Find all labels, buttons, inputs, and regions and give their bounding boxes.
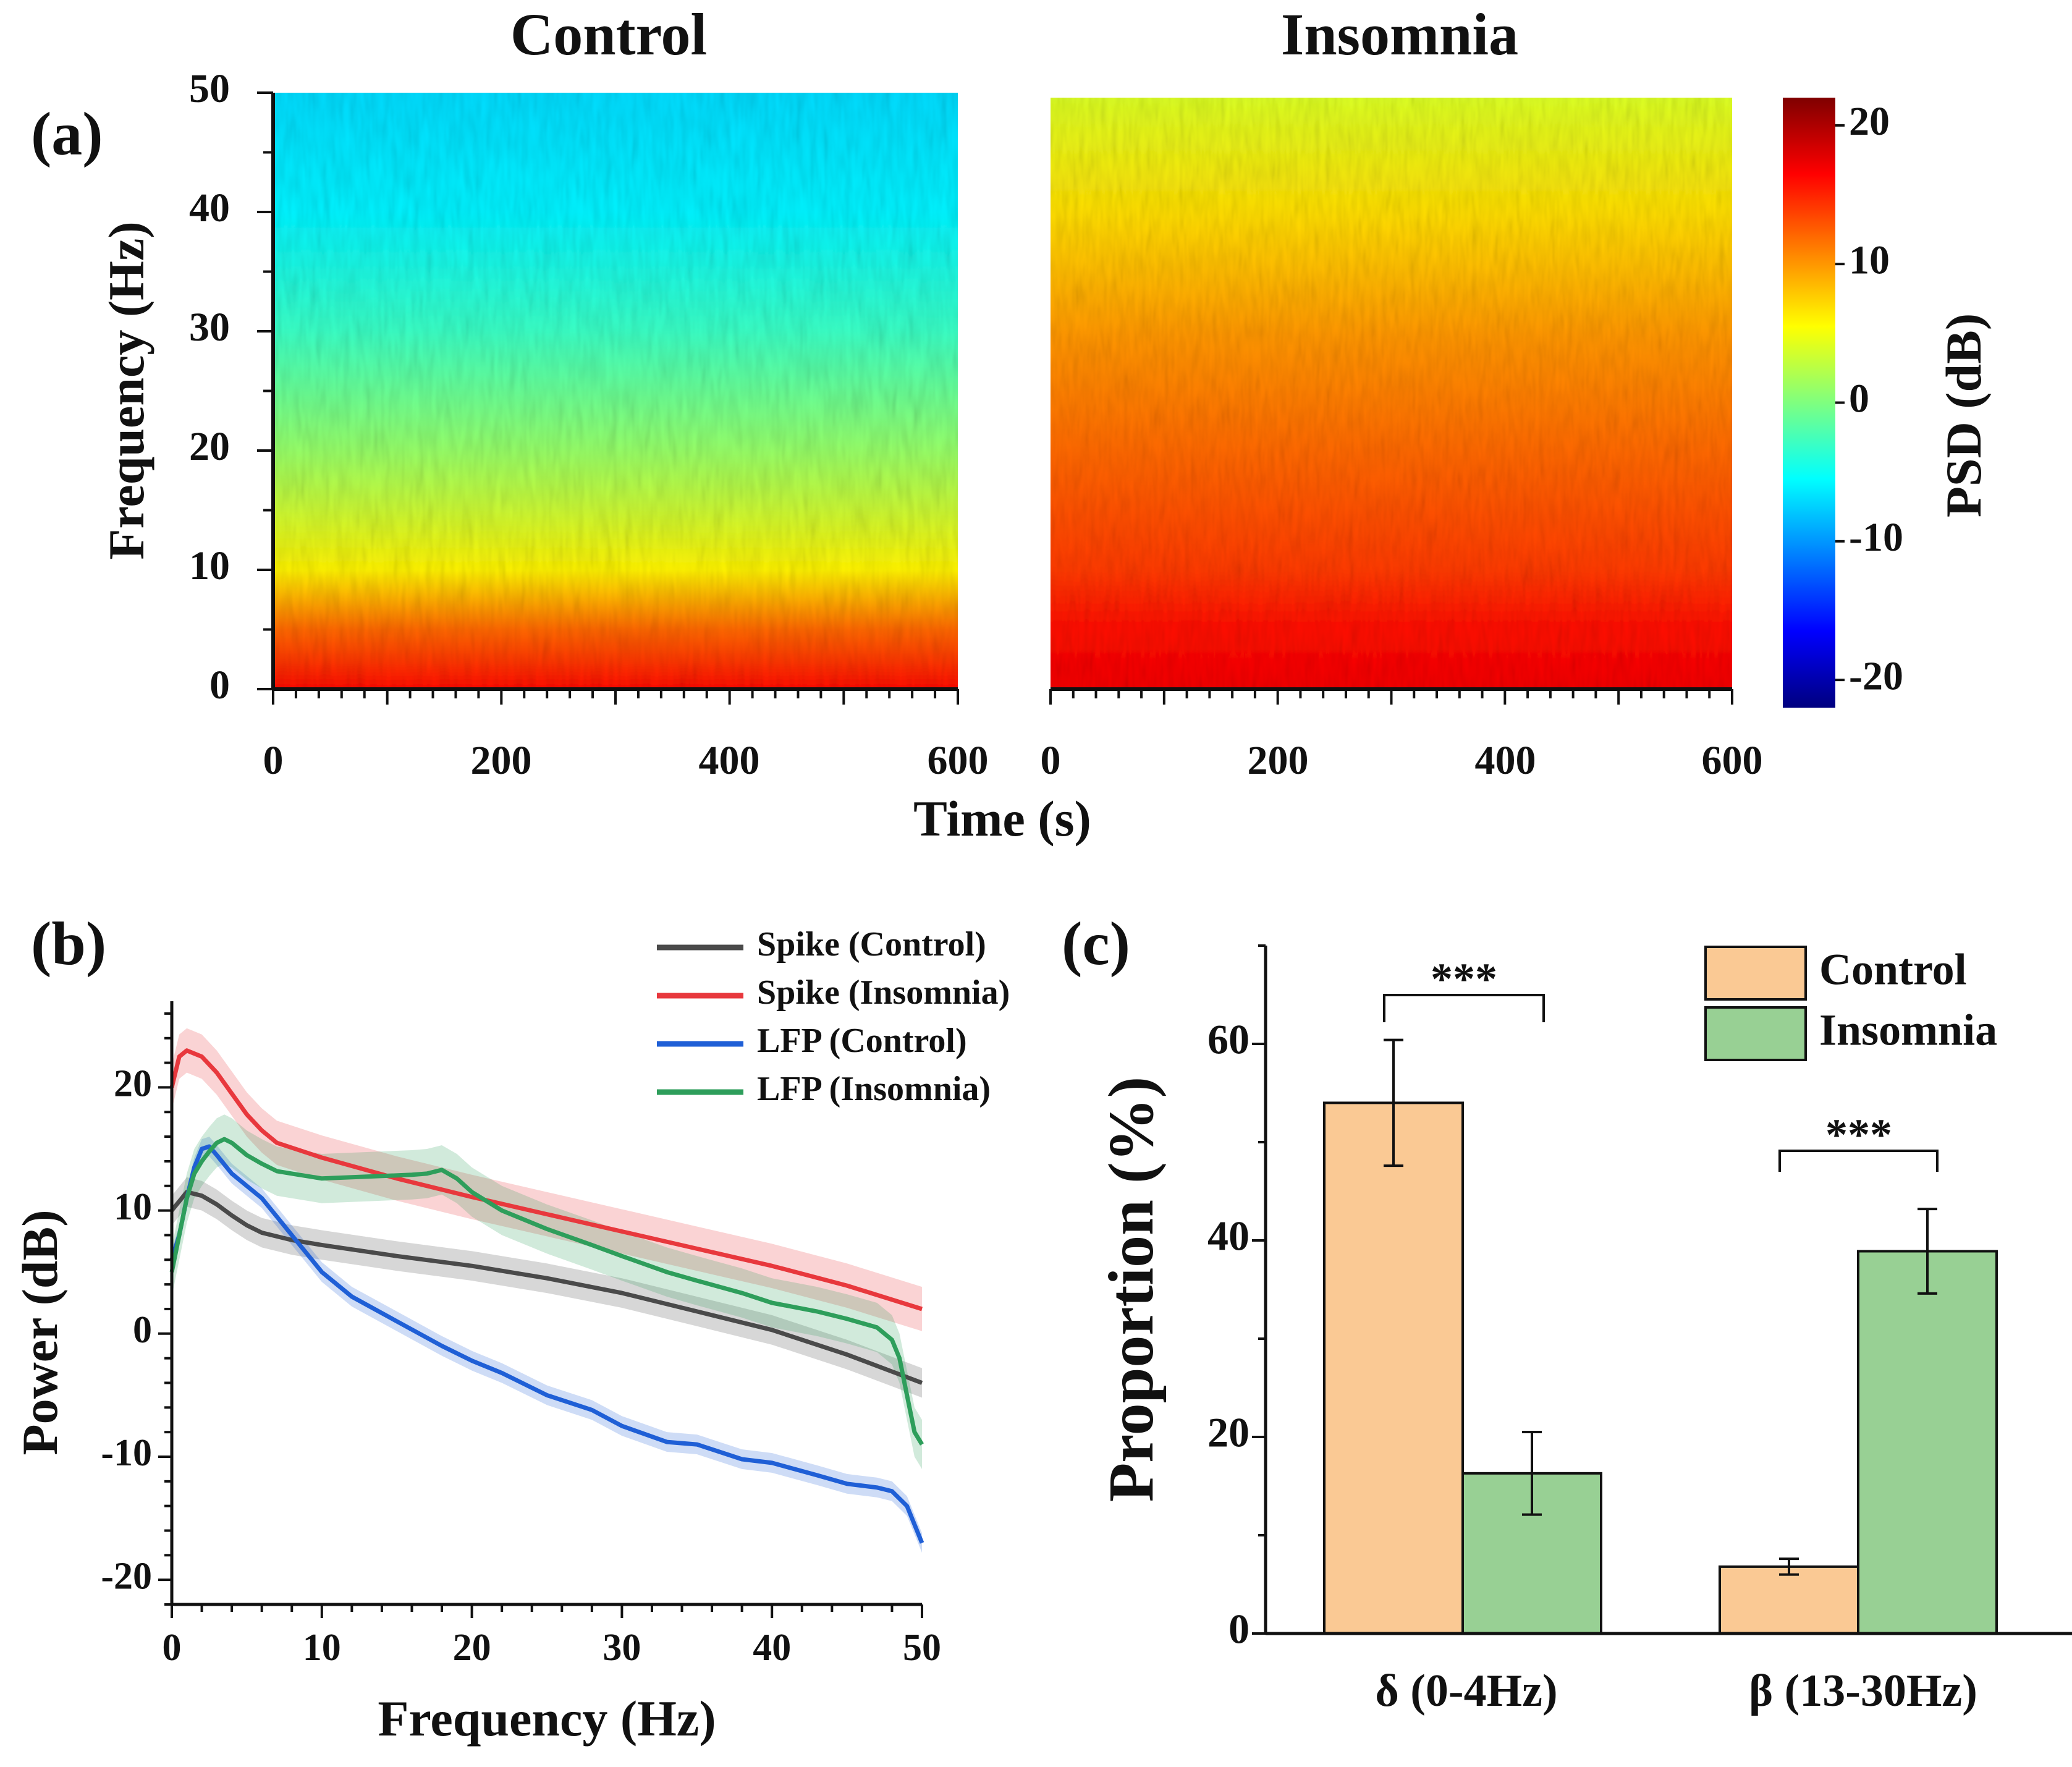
control-x-tick: 0 (263, 738, 284, 783)
control-y-tick: 30 (189, 305, 230, 350)
bars (1323, 1101, 1998, 1635)
line-series-0 (170, 1190, 923, 1385)
spectrogram-panel: (a) Control 0 200 400 600 0 10 20 30 40 … (31, 1, 1992, 847)
colorbar-tick-label: -20 (1849, 653, 1903, 698)
heatmap-control-ticks (257, 91, 959, 705)
line-series-1 (169, 1048, 923, 1311)
insomnia-x-tick: 0 (1041, 738, 1061, 783)
control-y-tick: 20 (189, 424, 230, 469)
insomnia-x-tick: 600 (1702, 738, 1763, 783)
line-series-3 (169, 1137, 924, 1446)
y-axis-label-c: Proportion (%) (1096, 1077, 1167, 1502)
colorbar (1783, 98, 1835, 708)
legend-swatch-control (1704, 946, 1807, 1001)
y-tick-label: 40 (1207, 1213, 1250, 1260)
y-tick-label: -10 (101, 1432, 152, 1474)
category-label: δ (0-4Hz) (1375, 1666, 1557, 1716)
heatmap-title-control: Control (510, 1, 707, 67)
control-x-tick: 600 (928, 738, 989, 783)
bar-control-0 (1323, 1101, 1464, 1635)
bar-insomnia-1 (1857, 1250, 1998, 1635)
y-tick-label: 20 (114, 1063, 152, 1105)
y-tick-label: 20 (1207, 1409, 1250, 1456)
axis-ticks-b (158, 1012, 923, 1618)
x-tick-label: 20 (453, 1627, 491, 1669)
legend-c: Control Insomnia (1704, 945, 1997, 1061)
heatmap-insomnia (1051, 98, 1732, 689)
legend-label: Insomnia (1819, 1006, 1997, 1055)
x-tick-label: 0 (163, 1627, 182, 1669)
legend-label: Spike (Insomnia) (757, 973, 1010, 1012)
heatmap-insomnia-ticks (1049, 689, 1733, 705)
band-series-0 (172, 1177, 922, 1398)
psd-line-panel: (b) 0 10 20 30 40 50 20 10 0 -10 -20 Fre… (12, 909, 1010, 1747)
control-x-tick: 400 (699, 738, 760, 783)
significance-bracket-beta (1778, 1150, 1939, 1172)
control-y-tick: 50 (189, 66, 230, 111)
legend-b: Spike (Control) Spike (Insomnia) LFP (Co… (657, 925, 1010, 1108)
x-tick-label: 50 (903, 1627, 941, 1669)
control-y-tick: 40 (189, 185, 230, 231)
significance-marker: *** (1825, 1110, 1892, 1159)
category-label: β (13-30Hz) (1749, 1666, 1977, 1716)
insomnia-x-tick: 400 (1475, 738, 1536, 783)
series-lines (169, 1048, 924, 1544)
legend-swatch-insomnia (1704, 1006, 1807, 1061)
axis-ticks-c (1252, 944, 1266, 1635)
legend-label: LFP (Control) (757, 1022, 967, 1060)
control-y-tick: 0 (209, 663, 230, 708)
colorbar-tick-label: 20 (1849, 99, 1890, 144)
y-axis-label-b: Power (dB) (12, 1210, 68, 1455)
y-tick-label: 60 (1207, 1016, 1250, 1063)
colorbar-tick-label: 0 (1849, 376, 1869, 422)
control-y-tick: 10 (189, 543, 230, 588)
x-tick-labels-b: 0 10 20 30 40 50 (163, 1627, 942, 1669)
colorbar-tick-label: 10 (1849, 237, 1890, 282)
y-axis-label-a: Frequency (Hz) (98, 221, 154, 559)
panel-label-b: (b) (31, 909, 106, 978)
significance-bracket-delta (1383, 994, 1545, 1022)
colorbar-ticks: 20 10 0 -10 -20 (1835, 99, 1903, 698)
y-tick-label: -20 (101, 1555, 152, 1597)
y-tick-label: 0 (1228, 1606, 1250, 1653)
error-bars (1384, 1038, 1937, 1576)
x-axis-label-b: Frequency (Hz) (378, 1690, 716, 1747)
x-tick-label: 10 (303, 1627, 341, 1669)
legend-label: LFP (Insomnia) (757, 1070, 991, 1108)
heatmap-title-insomnia: Insomnia (1281, 1, 1518, 67)
legend-label: Spike (Control) (757, 925, 986, 964)
colorbar-label: PSD (dB) (1935, 313, 1992, 517)
insomnia-x-tick: 200 (1248, 738, 1309, 783)
bar-control-1 (1719, 1565, 1859, 1635)
x-tick-label: 40 (753, 1627, 791, 1669)
legend-label: Control (1819, 945, 1967, 994)
control-x-tick: 200 (471, 738, 532, 783)
colorbar-tick-label: -10 (1849, 515, 1903, 560)
x-axis-label-a: Time (s) (913, 790, 1091, 847)
y-tick-labels-c: 0 20 40 60 (1207, 1016, 1250, 1653)
x-tick-label: 30 (603, 1627, 641, 1669)
panel-label-c: (c) (1062, 909, 1130, 978)
band-series-2 (172, 1137, 922, 1553)
heatmap-control (273, 93, 958, 689)
y-tick-label: 0 (133, 1309, 152, 1351)
band-series-3 (172, 1114, 922, 1469)
y-tick-label: 10 (114, 1186, 152, 1228)
significance-marker: *** (1431, 954, 1497, 1004)
bar-panel: (c) 0 20 40 60 δ (0-4Hz) β (13-30Hz) Pro… (1062, 909, 2072, 1716)
panel-label-a: (a) (31, 100, 103, 168)
y-tick-labels-b: 20 10 0 -10 -20 (101, 1063, 152, 1598)
